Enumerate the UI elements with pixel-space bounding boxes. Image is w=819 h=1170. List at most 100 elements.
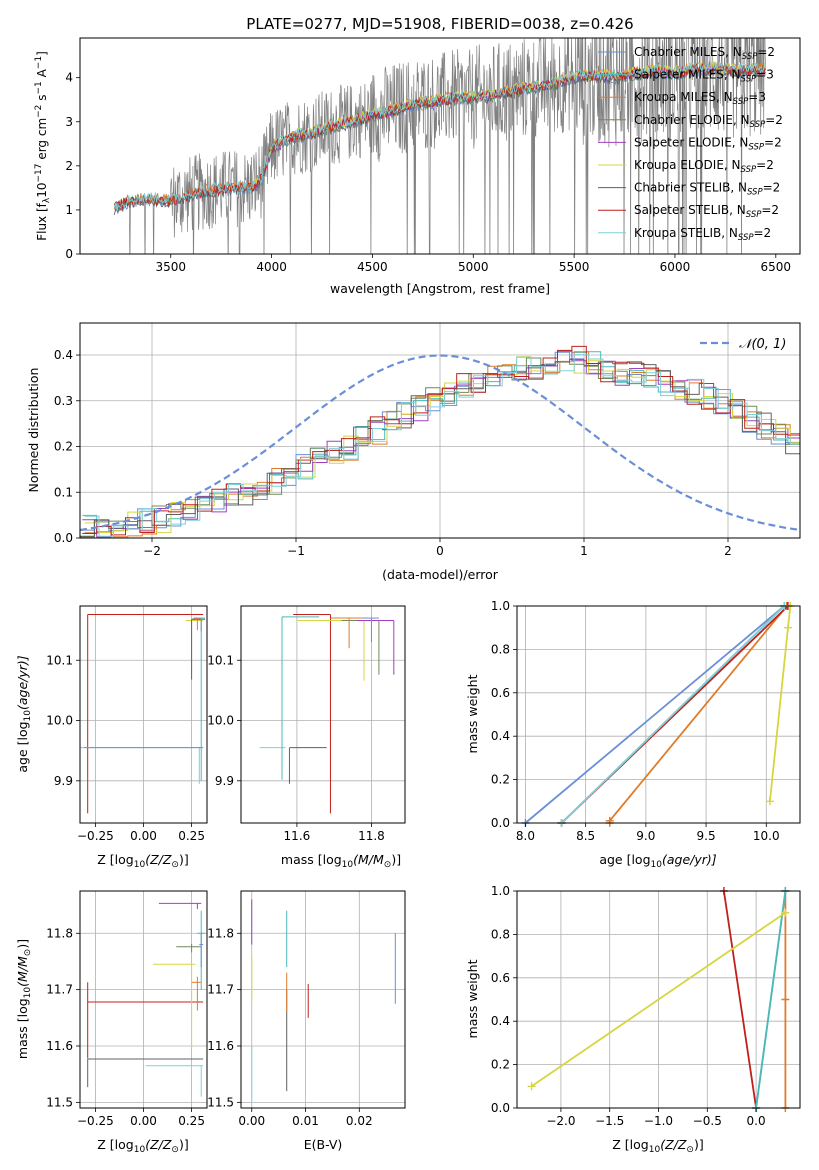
label-part: (Z/Z (145, 852, 172, 867)
x-tick-label: 0.02 (346, 1114, 373, 1128)
y-tick-label: 11.6 (207, 1039, 234, 1053)
model-spectrum-chabrier_stelib (113, 64, 766, 215)
label-part: SSP (750, 120, 766, 130)
legend-entry: Salpeter ELODIE, NSSP=2 (634, 135, 782, 152)
y-axis-label: mass weight (465, 959, 480, 1038)
x-tick-label: 0.25 (178, 829, 205, 843)
label-part: (Z/Z (145, 1137, 172, 1152)
label-part: Chabrier STELIB, N (634, 181, 747, 195)
label-part: 10 (134, 1145, 146, 1155)
label-part: Z [log (97, 1137, 133, 1152)
cumulative-line-salpeter_miles (755, 890, 787, 1109)
x-tick-label: 9.0 (636, 829, 655, 843)
cumulative-line-kroupa_elodie (531, 911, 786, 1088)
x-axis-label: E(B-V) (304, 1137, 343, 1152)
y-tick-label: 0.6 (491, 971, 510, 985)
y-tick-label: 0.2 (54, 440, 73, 454)
label-part: Z [log (97, 852, 133, 867)
mass-vs-ebv-panel: 0.00 0.01 0.02 11.5 11.6 11.7 11.8 E(B-V) (207, 890, 406, 1152)
x-tick-label: 0.25 (178, 1114, 205, 1128)
y-tick-label: 1 (65, 203, 73, 217)
label-part: =2 (757, 45, 775, 59)
x-axis-label: Z [log10(Z/Z⊙)] (97, 1137, 188, 1155)
normal-distribution-curve (80, 354, 798, 532)
y-tick-label: 0.4 (491, 729, 510, 743)
label-part: SSP (747, 188, 763, 198)
label-part: 10 (23, 710, 33, 722)
y-tick-label: 11.8 (46, 926, 73, 940)
label-part: SSP (733, 97, 749, 107)
y-tick-label: 11.5 (207, 1095, 234, 1109)
x-tick-label: 6500 (761, 260, 792, 274)
label-part: =2 (756, 158, 774, 172)
label-part: ⊙ (384, 860, 392, 870)
label-part: (M/M (353, 852, 384, 867)
residual-plot-area (80, 345, 800, 538)
x-tick-label: 0.00 (130, 1114, 157, 1128)
x-tick-label: 8.0 (516, 829, 535, 843)
x-tick-label: 0.01 (292, 1114, 319, 1128)
cumulative-line-salpeter_stelib (723, 890, 757, 1109)
label-part: =2 (761, 203, 779, 217)
label-part: mass [log (15, 998, 30, 1059)
x-tick-label: 0.0 (747, 1114, 766, 1128)
cumulative-line-kroupa_stelib (560, 605, 785, 824)
label-part: age [log (599, 852, 650, 867)
cumulative-marker-kroupa_miles (781, 995, 790, 1004)
label-part: 10 (23, 987, 33, 999)
label-part: Salpeter ELODIE, N (634, 135, 748, 149)
y-tick-label: 0.1 (54, 485, 73, 499)
cumulative-line-chabrier_miles (524, 605, 785, 824)
label-part: (M/M (15, 956, 30, 987)
label-part: =3 (756, 68, 774, 82)
axes-frame (240, 890, 406, 1109)
legend-entry: Kroupa MILES, NSSP=3 (634, 90, 766, 107)
spectrum-panel: 3500 4000 4500 5000 5500 6000 6500 0 1 2 3 4 wavelen… (34, 37, 801, 296)
label-part: Z [log (612, 1137, 648, 1152)
label-part: Kroupa STELIB, N (634, 226, 738, 240)
x-tick-label: −0.25 (77, 1114, 114, 1128)
cumulative-mass-vs-age-panel: 8.0 8.5 9.0 9.5 10.0 0.0 0.2 0.4 0.6 0.8 1.0 age [l… (465, 599, 801, 870)
x-axis-label: age [log10(age/yr)] (599, 852, 716, 870)
label-part: SSP (741, 165, 757, 175)
label-part: =2 (765, 113, 783, 127)
y-tick-label: 11.7 (207, 983, 234, 997)
legend-entry: Chabrier MILES, NSSP=2 (634, 45, 775, 62)
model-spectrum-salpeter_stelib (113, 63, 766, 211)
label-part: s (35, 95, 49, 105)
y-tick-label: 1.0 (491, 599, 510, 613)
y-tick-label: 0.4 (54, 348, 73, 362)
axes-frame (516, 605, 801, 824)
legend-entry: 𝒩(0, 1) (739, 337, 786, 352)
axes-frame (79, 37, 801, 255)
label-part: (age/yr)] (662, 852, 717, 867)
x-tick-label: −2 (143, 544, 161, 558)
legend-entry: Chabrier ELODIE, NSSP=2 (634, 113, 783, 130)
label-part: ⊙ (23, 949, 33, 957)
label-part: 10 (649, 1145, 661, 1155)
legend-entry: Salpeter STELIB, NSSP=2 (634, 203, 779, 220)
y-tick-label: 10.1 (207, 653, 234, 667)
label-part: )] (179, 1137, 189, 1152)
label-part: Flux [f (35, 202, 49, 240)
label-part: (Z/Z (660, 1137, 687, 1152)
y-tick-label: 0.0 (54, 531, 73, 545)
label-part: SSP (741, 75, 757, 85)
label-part: −17 (34, 164, 44, 183)
y-axis-label: Normed distribution (26, 368, 41, 493)
x-tick-label: −1 (287, 544, 305, 558)
cumulative-marker-kroupa_elodie (527, 1082, 536, 1091)
x-tick-label: 3500 (155, 260, 186, 274)
label-part: =2 (764, 135, 782, 149)
label-part: Chabrier MILES, N (634, 45, 742, 59)
x-tick-label: 4500 (357, 260, 388, 274)
label-part: SSP (746, 210, 762, 220)
cumulative-marker-kroupa_elodie (781, 908, 790, 917)
label-part: 10 (651, 860, 663, 870)
label-part: −1 (34, 81, 44, 94)
x-tick-label: 5500 (559, 260, 590, 274)
age-vs-metallicity-panel: −0.25 0.00 0.259.910.010.1Z [log10(Z/Z⊙)]a… (15, 605, 208, 870)
x-tick-label: 0 (436, 544, 444, 558)
